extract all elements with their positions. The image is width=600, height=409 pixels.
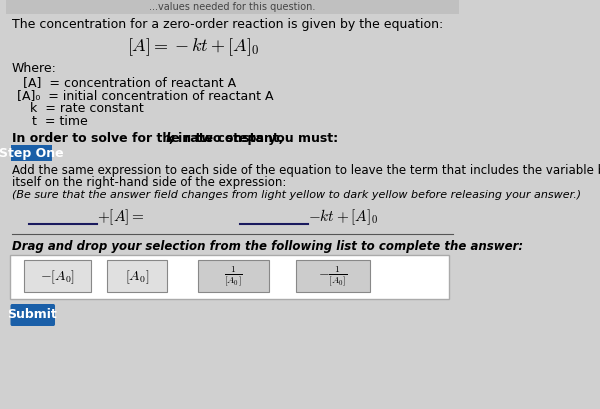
Text: $[A_0]$: $[A_0]$ <box>125 268 149 286</box>
Text: [A]₀  = initial concentration of reactant A: [A]₀ = initial concentration of reactant… <box>17 89 273 102</box>
Text: (Be sure that the answer field changes from light yellow to dark yellow before r: (Be sure that the answer field changes f… <box>12 190 581 200</box>
Text: Drag and drop your selection from the following list to complete the answer:: Drag and drop your selection from the fo… <box>12 240 523 253</box>
Text: $-[A_0]$: $-[A_0]$ <box>40 268 75 286</box>
Text: $-\frac{1}{[A_0]}$: $-\frac{1}{[A_0]}$ <box>319 265 348 289</box>
Text: [A]  = concentration of reactant A: [A] = concentration of reactant A <box>23 76 236 89</box>
FancyBboxPatch shape <box>296 260 370 292</box>
Text: k: k <box>165 132 173 145</box>
Text: $+ [A] =$: $+ [A] =$ <box>97 207 144 227</box>
FancyBboxPatch shape <box>10 304 55 326</box>
Text: itself on the right-hand side of the expression:: itself on the right-hand side of the exp… <box>12 176 286 189</box>
Text: , in two steps you must:: , in two steps you must: <box>169 132 338 145</box>
FancyBboxPatch shape <box>107 260 167 292</box>
FancyBboxPatch shape <box>6 0 458 14</box>
Text: t  = time: t = time <box>32 115 88 128</box>
Text: $\frac{1}{[A_0]}$: $\frac{1}{[A_0]}$ <box>224 265 242 289</box>
Text: Step One: Step One <box>0 146 64 160</box>
Text: Where:: Where: <box>12 62 57 75</box>
FancyBboxPatch shape <box>197 260 269 292</box>
Text: $[A] = -kt + [A]_0$: $[A] = -kt + [A]_0$ <box>127 36 259 58</box>
Text: ...values needed for this question.: ...values needed for this question. <box>149 2 316 12</box>
Text: Add the same expression to each side of the equation to leave the term that incl: Add the same expression to each side of … <box>12 164 600 177</box>
FancyBboxPatch shape <box>24 260 91 292</box>
FancyBboxPatch shape <box>11 145 52 161</box>
Text: $-kt + [A]_0$: $-kt + [A]_0$ <box>308 207 378 227</box>
Text: The concentration for a zero-order reaction is given by the equation:: The concentration for a zero-order react… <box>12 18 443 31</box>
Text: k  = rate constant: k = rate constant <box>30 102 144 115</box>
FancyBboxPatch shape <box>10 255 449 299</box>
Text: Submit: Submit <box>7 308 57 321</box>
Text: In order to solve for the rate constant,: In order to solve for the rate constant, <box>12 132 288 145</box>
